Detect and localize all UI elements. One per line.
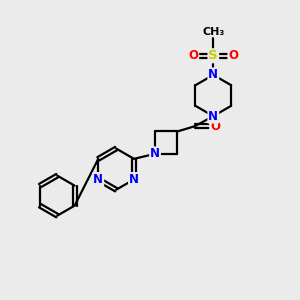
Text: CH₃: CH₃ [202,27,224,37]
Text: O: O [210,120,220,133]
Text: N: N [129,173,139,186]
Text: N: N [208,68,218,81]
Text: S: S [208,49,218,62]
Text: N: N [208,110,218,123]
Text: O: O [188,49,198,62]
Text: N: N [93,173,103,186]
Text: O: O [228,49,238,62]
Text: N: N [150,147,160,160]
